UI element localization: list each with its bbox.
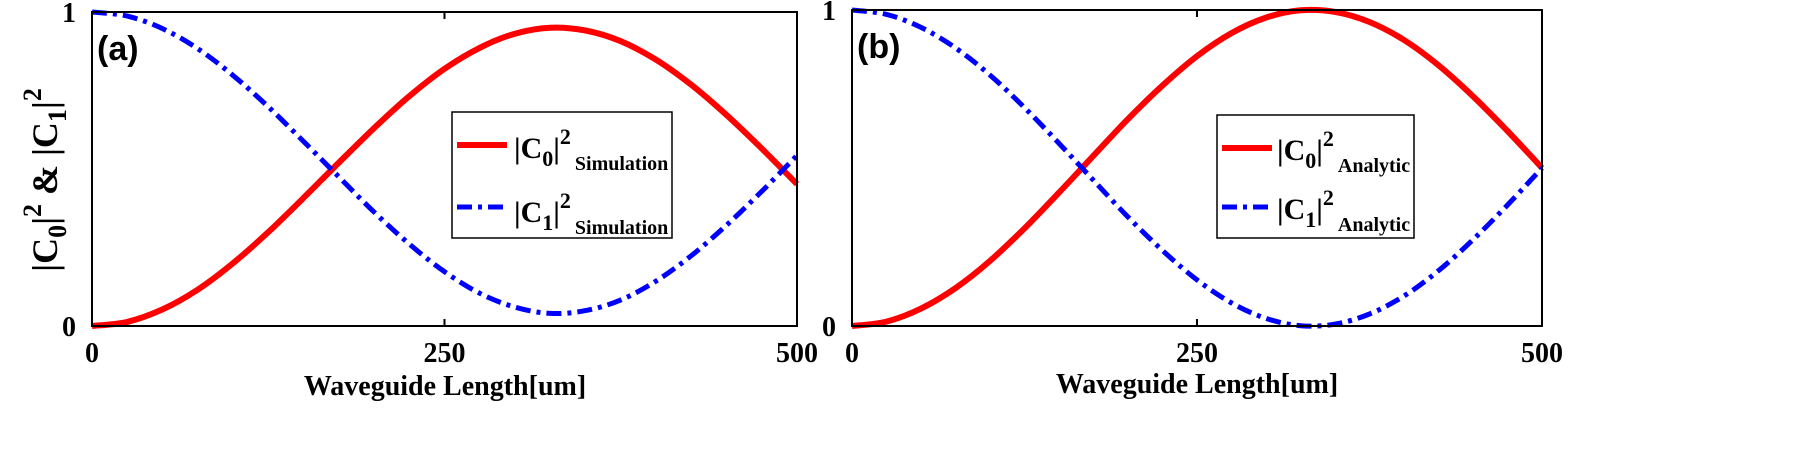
y-axis-label-subscript: 1 [43,109,72,122]
y-tick-label: 0 [822,312,836,343]
legend-sample-lines [1222,145,1272,210]
panel-a-label: (a) [97,30,139,68]
x-tick-label: 0 [85,338,99,369]
legend-box [451,111,673,239]
panel-a-x-axis-label: Waveguide Length[um] [304,371,586,402]
y-tick-label: 0 [62,312,76,343]
y-axis-label-subscript: 0 [43,225,72,238]
panel-b-c0-curve [851,6,1545,329]
panel-a-y-axis-label: |C0|2 & |C1|2 [18,88,72,272]
legend-label-part: |C [1277,134,1305,167]
legend-label-tag: Analytic [1338,155,1410,177]
x-tick-label: 0 [845,338,859,369]
x-tick-label: 250 [424,338,466,369]
x-tick-label: 500 [1521,338,1563,369]
legend-label-part: |C [514,196,542,229]
y-axis-label-part: |C [25,238,65,272]
panel-a-plot-area: 0 250 500 0 1 [62,0,818,369]
panel-a-legend: |C0|2Simulation |C1|2Simulation [451,111,673,239]
legend-label-superscript: 2 [560,188,571,213]
legend-label-subscript: 0 [542,146,553,171]
y-axis-label-part: | [25,217,65,225]
legend-label-part: | [553,196,560,229]
panel-b-x-axis-label: Waveguide Length[um] [1056,369,1338,400]
legend-label-tag: Simulation [575,153,668,175]
panel-a-c0-curve [91,24,800,329]
panel-b-plot-area: 0 250 500 0 1 [822,0,1563,369]
legend-label-part: | [1316,193,1323,226]
y-tick-label: 1 [62,0,76,29]
legend-box [1216,114,1415,239]
x-tick-label: 250 [1176,338,1218,369]
legend-entry-c1-simulation: |C1|2Simulation [514,188,668,239]
legend-label-tag: Analytic [1338,214,1410,236]
y-tick-label: 1 [822,0,836,27]
panel-b-label: (b) [857,28,900,66]
legend-label-subscript: 1 [1305,207,1316,232]
y-axis-label-superscript: 2 [18,88,47,101]
legend-label-tag: Simulation [575,217,668,239]
y-axis-label-part: | [25,101,65,109]
legend-label-part: | [1316,134,1323,167]
panel-a-c1-curve [91,9,799,317]
legend-sample-lines [457,142,507,210]
legend-label-part: |C [514,132,542,165]
legend-entry-c0-analytic: |C0|2Analytic [1277,126,1410,177]
y-axis-label-superscript: 2 [18,204,47,217]
legend-label-subscript: 1 [542,210,553,235]
legend-entry-c1-analytic: |C1|2Analytic [1277,185,1410,236]
legend-label-superscript: 2 [1323,126,1334,151]
legend-label-subscript: 0 [1305,148,1316,173]
panel-b-legend: |C0|2Analytic |C1|2Analytic [1216,114,1415,239]
y-axis-label-part: & |C [25,122,65,204]
legend-entry-c0-simulation: |C0|2Simulation [514,124,668,175]
legend-label-part: |C [1277,193,1305,226]
legend-label-part: | [553,132,560,165]
x-tick-label: 500 [776,338,818,369]
legend-label-superscript: 2 [560,124,571,149]
legend-label-superscript: 2 [1323,185,1334,210]
panel-b-c1-curve [851,7,1544,329]
